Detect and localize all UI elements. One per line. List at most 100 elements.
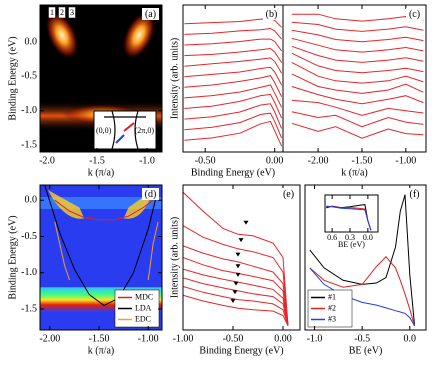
panel-label: (a) — [145, 9, 156, 20]
frame — [182, 184, 301, 331]
x-tick-label: -0.5 — [354, 333, 370, 344]
curve — [183, 225, 289, 326]
peak-marker — [243, 220, 249, 225]
x-tick-label: 0.0 — [404, 333, 417, 344]
curve — [291, 73, 424, 94]
x-axis-label: k (π/a) — [341, 167, 367, 178]
plot-area — [183, 191, 289, 326]
peak-marker — [235, 252, 241, 257]
x-tick-label: 0.0 — [363, 233, 373, 242]
frame — [39, 184, 163, 331]
peak-marker — [235, 272, 241, 277]
panel-label-bg — [406, 8, 423, 20]
frame — [39, 4, 163, 153]
curve — [291, 29, 424, 43]
legend-label: #1 — [328, 292, 336, 301]
y-tick-label: -1.5 — [21, 303, 37, 314]
curve — [184, 47, 283, 63]
curve — [326, 205, 372, 231]
frame — [304, 184, 427, 331]
legend-label: #3 — [328, 314, 336, 323]
cut-marker — [68, 6, 76, 19]
x-tick-label: -0.50 — [223, 333, 244, 344]
x-tick-label: -2.00 — [308, 155, 329, 166]
curve — [309, 194, 416, 326]
curve — [183, 191, 289, 326]
frame — [182, 4, 284, 153]
legend-label: MDC — [135, 292, 153, 301]
x-tick-label: -1.00 — [138, 333, 159, 344]
x-tick-label: -2.00 — [39, 333, 60, 344]
heatmap-arm — [45, 10, 79, 60]
panel-label-bg — [280, 188, 297, 200]
curve — [184, 93, 283, 119]
curve — [291, 45, 424, 63]
inset-fermi-surface — [104, 110, 146, 150]
curve — [184, 120, 283, 147]
panel-label-bg — [406, 188, 423, 200]
curve — [184, 27, 282, 40]
x-axis-label: BE (eV) — [338, 240, 365, 249]
curve — [44, 185, 159, 306]
peak-marker — [238, 238, 244, 243]
curve — [184, 66, 283, 86]
x-tick-label: -1.50 — [352, 155, 373, 166]
curve — [183, 245, 289, 326]
curve — [291, 52, 424, 74]
cut-label: 1 — [50, 8, 54, 17]
curve — [184, 112, 283, 139]
curve — [291, 13, 424, 22]
x-axis-label: k (π/a) — [88, 167, 114, 178]
x-tick-label: 0.00 — [274, 333, 292, 344]
curve — [291, 122, 424, 139]
curve — [291, 99, 424, 116]
panel-label: (d) — [145, 189, 157, 200]
peak-marker — [232, 290, 238, 295]
curve — [309, 256, 416, 327]
plot-area — [291, 13, 424, 139]
y-axis-label: Intensity (arb. units) — [169, 38, 180, 119]
peak-marker — [230, 299, 236, 303]
cut-marker — [48, 6, 56, 19]
y-axis-label: Binding Energy (eV) — [7, 215, 18, 299]
x-axis-label: BE (eV) — [349, 345, 383, 356]
frame — [282, 4, 427, 153]
y-tick-label: -0.5 — [21, 231, 37, 242]
plot-area — [326, 204, 372, 231]
x-tick-label: 0.6 — [327, 233, 337, 242]
x-tick-label: -2.0 — [39, 155, 55, 166]
x-axis-label: Binding Energy (eV) — [191, 167, 275, 178]
curve — [183, 268, 289, 326]
cut-marker — [58, 6, 66, 19]
curve — [291, 61, 424, 84]
curve — [291, 111, 424, 128]
curve — [184, 75, 283, 97]
y-tick-label: 0.0 — [25, 36, 38, 47]
curve — [184, 38, 283, 52]
cut-label: 2 — [60, 8, 64, 17]
x-axis-label: Binding Energy (eV) — [199, 345, 283, 356]
legend-label: #2 — [328, 303, 336, 312]
y-tick-label: -1.5 — [21, 139, 37, 150]
curve — [291, 21, 424, 32]
curve — [184, 18, 282, 28]
panel-label: (b) — [266, 9, 278, 20]
panel-label: (e) — [283, 189, 294, 200]
plot-area — [44, 185, 159, 306]
x-tick-label: -1.00 — [173, 333, 194, 344]
panel-label: (c) — [409, 9, 420, 20]
curve — [54, 199, 154, 221]
curve — [291, 37, 424, 53]
legend-label: LDA — [135, 303, 152, 312]
y-tick-label: 0.0 — [25, 195, 38, 206]
inset-label: (2π,0) — [135, 126, 155, 135]
x-tick-label: 0.00 — [266, 155, 284, 166]
plot-area — [184, 18, 283, 147]
x-tick-label: -1.50 — [89, 333, 110, 344]
panel-label-bg — [142, 8, 159, 20]
y-axis-label: Intensity (arb. units) — [169, 217, 180, 298]
frame — [324, 194, 379, 233]
intensity-arm — [47, 190, 85, 219]
heatmap-arm — [122, 10, 156, 60]
